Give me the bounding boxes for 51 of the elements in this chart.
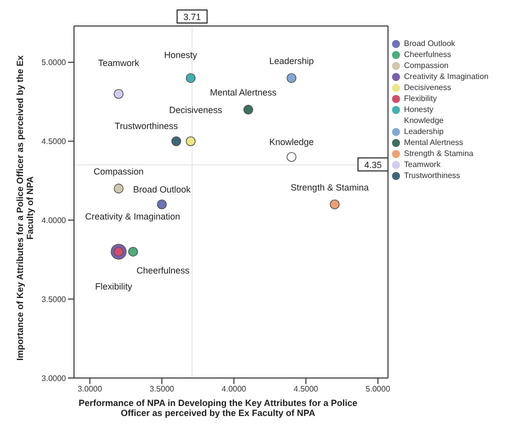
point	[128, 246, 138, 257]
point	[114, 88, 124, 99]
legend-label: Compassion	[404, 61, 448, 70]
legend-label: Leadership	[404, 127, 444, 136]
point	[286, 73, 296, 83]
legend-label: Strength & Stamina	[404, 149, 474, 158]
text: Mental Alertness	[210, 88, 277, 98]
y-tick-label: 4.5000	[42, 137, 67, 146]
x-axis-title: Performance of NPA in Developing the Key Attributes for a Police Officer as perceived by the Ex Faculty of NPA	[78, 398, 358, 418]
point	[114, 184, 124, 194]
y-tick-label: 4.0000	[42, 216, 67, 225]
legend-label: Mental Alertness	[404, 138, 464, 147]
y-tick-label: 3.5000	[42, 294, 67, 304]
x-tick-label: 4.0000	[222, 384, 247, 394]
x-tick-label: 4.5000	[294, 384, 319, 394]
legend-label: Creativity & Imagination	[404, 72, 488, 81]
y-tick-label: 5.0000	[42, 58, 67, 68]
text: Trustworthiness	[114, 121, 178, 132]
ref-line-label: 4.35	[364, 160, 382, 170]
y-tick-label: 3.0000	[42, 374, 67, 383]
point	[156, 199, 167, 210]
text: Honesty	[164, 50, 198, 60]
x-tick-label: 3.5000	[150, 384, 175, 394]
x-tick-label: 3.0000	[78, 384, 103, 394]
series-label: Knowledge	[269, 137, 314, 148]
text: Teamwork	[98, 58, 140, 68]
point	[171, 136, 182, 146]
legend-label: Decisiveness	[404, 83, 452, 92]
point	[330, 199, 340, 210]
ref-line-label: 3.71	[183, 12, 201, 22]
text: Cheerfulness	[136, 266, 190, 276]
legend-label: Honesty	[404, 105, 434, 114]
legend-label: Broad Outlook	[404, 39, 456, 48]
point	[186, 73, 196, 83]
point	[186, 136, 196, 146]
x-tick-label: 5.0000	[366, 384, 391, 394]
text: Creativity & Imagination	[85, 212, 180, 222]
point	[243, 104, 254, 115]
text: Knowledge	[404, 116, 444, 125]
text: Decisiveness	[169, 105, 222, 116]
text: Flexibility	[95, 282, 132, 292]
text: Strength & Stamina	[290, 182, 369, 192]
y-axis-title: Importance of Key Attributes for a Police Officer as perceived by the Ex Faculty of NPA	[15, 54, 35, 363]
point	[286, 152, 296, 162]
legend-label: Flexibility	[404, 94, 437, 103]
text: Broad Outlook	[133, 184, 191, 194]
text: Leadership	[269, 56, 314, 66]
legend-label: Trustworthiness	[404, 171, 460, 180]
legend-label: Teamwork	[404, 160, 440, 169]
text: Compassion	[94, 166, 144, 177]
legend-label: Cheerfulness	[404, 50, 452, 59]
